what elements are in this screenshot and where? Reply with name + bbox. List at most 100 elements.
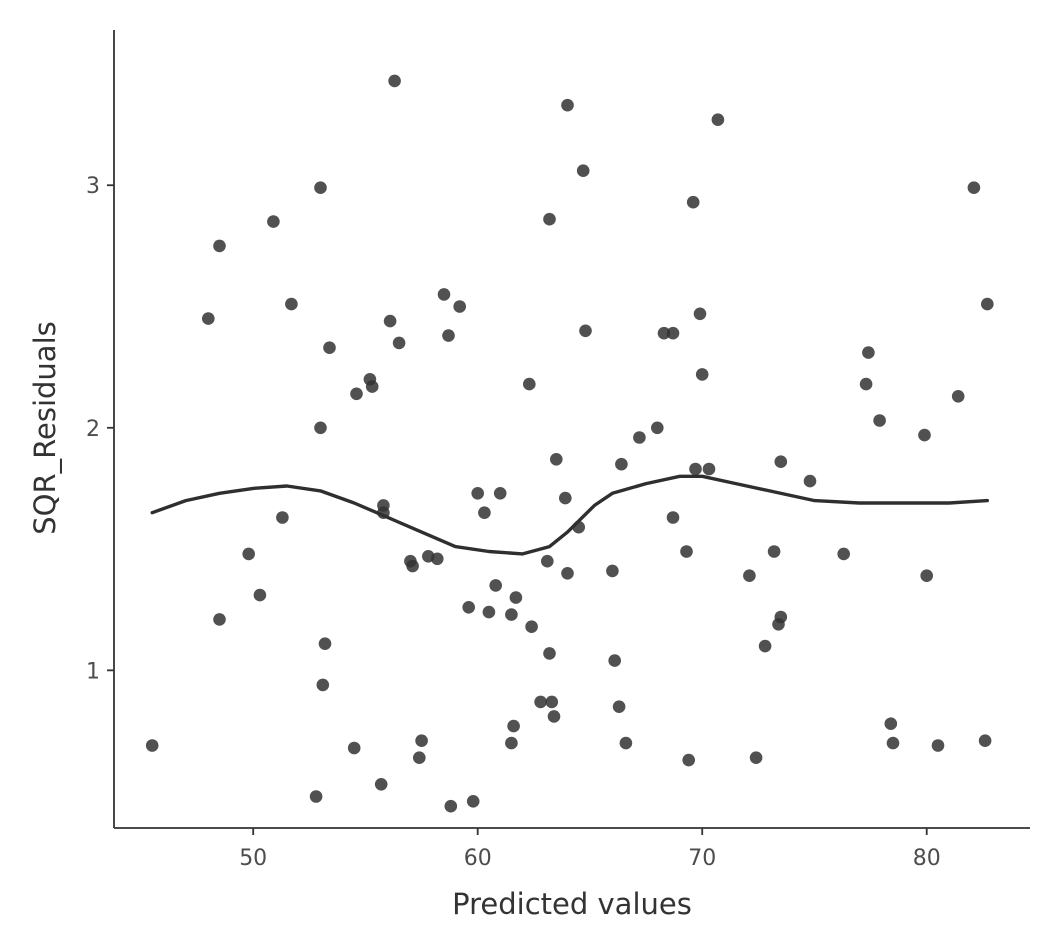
- data-point: [415, 734, 428, 747]
- data-point: [608, 654, 621, 667]
- data-point: [347, 741, 361, 755]
- data-point: [309, 790, 323, 803]
- data-point: [873, 414, 886, 427]
- data-point: [543, 212, 556, 226]
- data-point: [884, 717, 898, 730]
- data-point: [534, 695, 547, 709]
- data-point: [213, 239, 226, 253]
- data-point: [711, 113, 725, 126]
- data-point: [689, 462, 702, 476]
- data-point: [774, 610, 788, 624]
- data-point: [559, 491, 572, 505]
- data-point: [323, 341, 336, 355]
- data-point: [606, 564, 619, 578]
- data-point: [680, 545, 693, 558]
- x-tick-label: 60: [464, 846, 492, 871]
- data-point: [145, 739, 159, 752]
- data-point: [550, 453, 563, 466]
- data-point: [413, 751, 426, 764]
- data-point: [951, 390, 965, 403]
- data-point: [666, 326, 680, 340]
- data-point: [276, 511, 289, 524]
- data-point: [918, 428, 931, 442]
- data-point: [686, 195, 700, 209]
- data-point: [743, 569, 756, 582]
- data-point: [967, 181, 981, 194]
- data-point: [651, 421, 664, 435]
- data-point: [981, 297, 994, 311]
- data-point: [392, 336, 406, 350]
- data-point: [561, 98, 574, 112]
- data-point: [657, 326, 671, 340]
- data-point: [285, 297, 298, 311]
- data-point: [202, 312, 215, 325]
- data-point: [505, 608, 518, 621]
- data-point: [547, 710, 561, 723]
- data-point: [837, 547, 850, 561]
- x-tick-label: 50: [239, 846, 267, 871]
- smooth-line: [150, 474, 989, 556]
- data-point: [442, 329, 455, 342]
- data-point: [374, 778, 388, 791]
- y-tick-label: 2: [86, 417, 100, 442]
- data-point: [541, 554, 554, 568]
- data-point: [507, 719, 520, 733]
- data-point: [576, 164, 590, 177]
- data-point: [886, 736, 900, 750]
- data-point: [633, 431, 646, 444]
- data-point: [543, 647, 556, 660]
- data-point: [267, 215, 280, 228]
- data-point: [493, 487, 507, 500]
- axes: [113, 30, 1030, 829]
- data-point: [453, 300, 467, 313]
- data-point: [862, 346, 875, 359]
- data-point: [615, 457, 628, 471]
- data-point: [388, 74, 401, 88]
- ticks: 50 60 70 80 1 2 3: [86, 174, 941, 871]
- data-point: [318, 637, 332, 650]
- x-tick-label: 70: [688, 846, 716, 871]
- data-point: [545, 695, 559, 709]
- data-point: [377, 499, 390, 512]
- data-point: [579, 324, 592, 338]
- data-point: [466, 795, 480, 808]
- x-tick-label: 80: [913, 846, 941, 871]
- data-point: [350, 387, 363, 401]
- data-point: [462, 601, 476, 614]
- plot-panel: [145, 74, 994, 813]
- data-point: [702, 462, 716, 476]
- data-point: [859, 377, 873, 391]
- data-point: [525, 620, 538, 633]
- data-point: [253, 588, 267, 602]
- data-point: [478, 506, 491, 519]
- data-point: [695, 368, 709, 381]
- data-point: [758, 639, 772, 653]
- data-point: [471, 487, 485, 500]
- data-point: [314, 181, 327, 194]
- data-point: [682, 753, 695, 767]
- data-point: [505, 736, 518, 750]
- y-axis-title: SQR_Residuals: [28, 321, 62, 534]
- data-point: [316, 678, 330, 692]
- data-point: [767, 545, 781, 558]
- data-point: [931, 739, 945, 752]
- data-point: [693, 307, 707, 321]
- data-point: [509, 591, 523, 604]
- data-point: [444, 799, 458, 813]
- data-point: [749, 751, 763, 764]
- data-point: [314, 421, 327, 435]
- data-point: [213, 613, 226, 626]
- data-point: [365, 380, 379, 393]
- y-tick-label: 1: [86, 659, 100, 684]
- data-point: [489, 579, 503, 592]
- data-point: [920, 569, 933, 582]
- x-axis-title: Predicted values: [452, 887, 692, 921]
- data-point: [666, 511, 680, 524]
- y-tick-label: 3: [86, 174, 100, 199]
- data-point: [978, 734, 992, 747]
- data-point: [619, 736, 633, 750]
- data-point: [482, 605, 496, 619]
- data-point: [242, 547, 255, 561]
- data-point: [561, 567, 574, 580]
